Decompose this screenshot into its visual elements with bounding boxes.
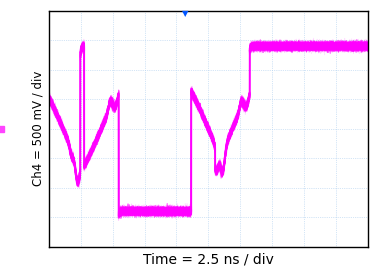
Text: ▼: ▼ [182,9,189,18]
X-axis label: Time = 2.5 ns / div: Time = 2.5 ns / div [143,252,274,266]
Y-axis label: Ch4 = 500 mV / div: Ch4 = 500 mV / div [32,71,45,186]
